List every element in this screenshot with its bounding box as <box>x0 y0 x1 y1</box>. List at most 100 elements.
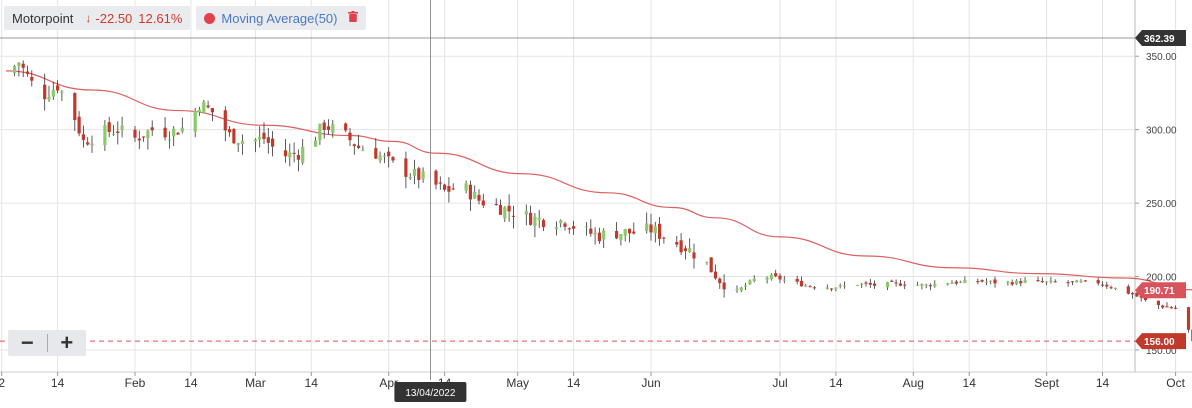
candle-body <box>202 101 206 113</box>
candle-body <box>855 285 859 287</box>
indicator-chip[interactable]: Moving Average(50) <box>196 6 366 30</box>
candle-body <box>769 274 773 280</box>
candle-body <box>748 280 752 285</box>
candle-body <box>529 212 533 225</box>
candle-body <box>842 285 847 287</box>
candle-body <box>56 85 60 91</box>
candle-body <box>554 227 558 230</box>
last-price-tag-bg <box>1135 333 1186 350</box>
candle-body <box>412 169 417 176</box>
candle-body <box>713 271 718 279</box>
candle-body <box>236 143 240 145</box>
candle-body <box>507 205 511 212</box>
candle-body <box>133 129 137 138</box>
candle-body <box>103 125 107 146</box>
candle-body <box>1113 287 1117 290</box>
candle-body <box>722 282 726 290</box>
candle-body <box>658 223 662 239</box>
candle-body <box>1186 307 1191 330</box>
candle-body <box>963 279 967 283</box>
y-axis: 350.00 300.00 250.00 200.00 150.00 362.39 190.… <box>1135 30 1186 357</box>
candle-body <box>21 63 25 68</box>
candle-body <box>163 127 167 138</box>
x-tick-label: 14 <box>829 376 843 390</box>
candle-body <box>976 281 980 283</box>
candle-body <box>1036 280 1040 282</box>
candle-body <box>645 223 649 231</box>
candle-body <box>232 128 236 144</box>
candle-body <box>752 278 756 281</box>
candle-body <box>675 242 679 245</box>
x-tick-label: 14 <box>963 376 977 390</box>
candle-body <box>946 283 950 285</box>
zoom-controls: − + <box>8 330 86 356</box>
candle-body <box>541 220 546 228</box>
x-tick-label: 2 <box>0 376 5 390</box>
candle-body <box>120 125 124 130</box>
candle-body <box>688 248 692 252</box>
x-tick-label: Jun <box>641 376 660 390</box>
candle-body <box>537 217 541 220</box>
zoom-out-button[interactable]: − <box>20 330 34 355</box>
x-tick-label: Jul <box>772 376 787 390</box>
candle-body <box>627 228 632 234</box>
chart-overlays <box>0 0 1135 380</box>
candle-body <box>679 240 683 253</box>
candle-body <box>258 136 262 140</box>
candle-body <box>387 151 391 157</box>
candle-body <box>1156 300 1160 306</box>
last-price-tag: 156.00 <box>1135 333 1186 350</box>
zoom-in-button[interactable]: + <box>60 330 74 355</box>
y-tick-label: 300.00 <box>1146 126 1177 137</box>
candle-body <box>167 139 171 141</box>
candle-body <box>989 280 993 282</box>
candle-body <box>838 285 842 287</box>
chart-grid <box>0 0 1192 373</box>
candle-body <box>589 228 593 234</box>
candle-body <box>864 282 868 284</box>
x-tick-label: May <box>506 376 529 390</box>
candle-body <box>172 128 176 137</box>
candle-body <box>559 220 563 224</box>
candle-body <box>60 91 64 93</box>
candle-body <box>1049 280 1053 282</box>
candle-body <box>81 134 85 140</box>
candle-body <box>1135 292 1139 297</box>
candle-body <box>142 136 146 138</box>
candle-body <box>451 188 455 190</box>
y-tick-label: 200.00 <box>1146 273 1177 284</box>
crosshair-price-tag: 362.39 <box>1135 30 1186 46</box>
candle-body <box>885 282 890 288</box>
price-change-percent: 12.61% <box>138 10 183 26</box>
candle-body <box>352 144 356 147</box>
candle-body <box>1053 281 1057 283</box>
candle-body <box>408 177 412 179</box>
candle-body <box>262 132 266 140</box>
candle-body <box>206 105 210 108</box>
candle-body <box>77 116 81 134</box>
candle-body <box>830 288 834 290</box>
candle-body <box>438 182 442 184</box>
x-tick-label: Mar <box>245 376 266 390</box>
candle-body <box>718 278 722 284</box>
x-tick-label: 14 <box>305 376 319 390</box>
symbol-chip[interactable]: Motorpoint ↓ -22.50 12.61% <box>4 6 191 30</box>
candle-body <box>473 191 477 199</box>
trash-icon[interactable] <box>347 11 358 25</box>
x-tick-label: Apr <box>379 376 398 390</box>
y-tick-label: 150.00 <box>1146 346 1177 357</box>
indicator-color-dot <box>204 12 216 24</box>
candle-body <box>1105 284 1109 287</box>
candle-body <box>434 170 438 185</box>
moving-average-line <box>5 70 1192 291</box>
candle-body <box>210 108 214 113</box>
candle-body <box>916 284 920 286</box>
candle-body <box>739 287 743 291</box>
candle-body <box>632 231 636 234</box>
candle-body <box>653 226 657 234</box>
candle-body <box>301 146 305 163</box>
indicator-label: Moving Average(50) <box>221 10 338 26</box>
candle-body <box>1161 305 1165 308</box>
candle-body <box>464 183 468 191</box>
